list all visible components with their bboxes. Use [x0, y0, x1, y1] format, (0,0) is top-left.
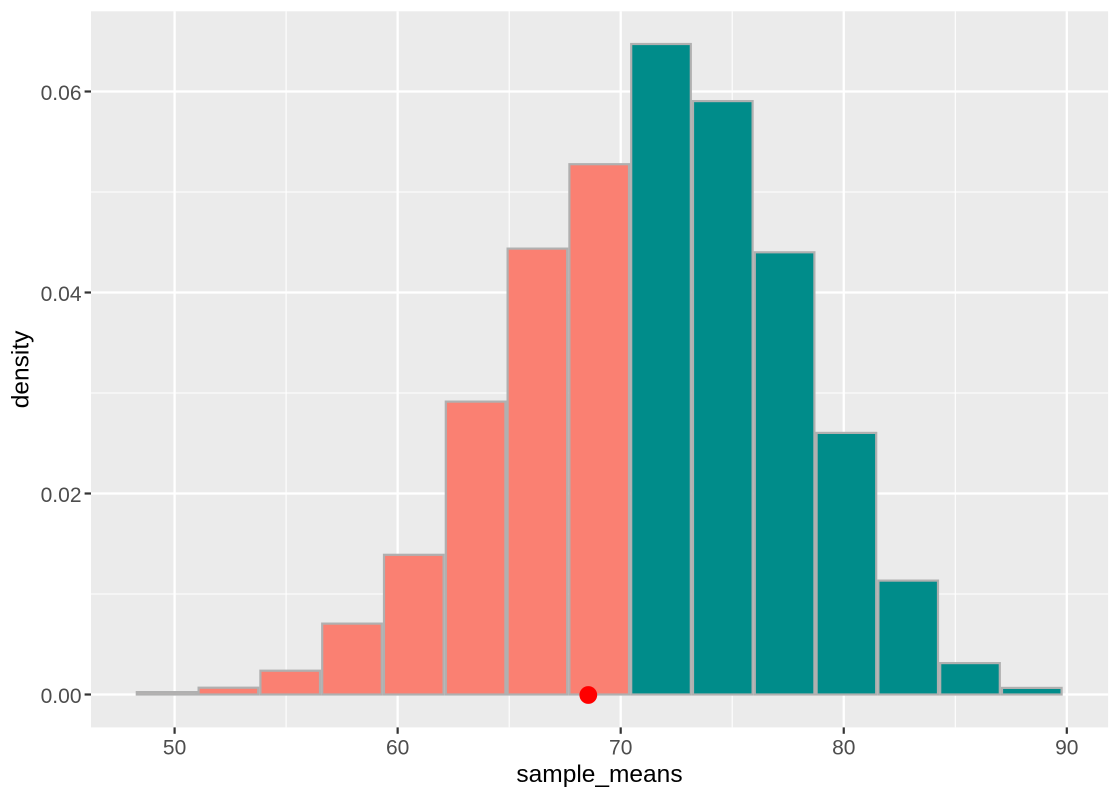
svg-text:0.06: 0.06 [41, 82, 82, 105]
svg-text:density: density [8, 330, 35, 408]
svg-text:60: 60 [386, 737, 409, 760]
svg-text:0.00: 0.00 [41, 685, 82, 708]
svg-text:0.02: 0.02 [41, 484, 82, 507]
svg-text:90: 90 [1055, 737, 1078, 760]
svg-text:70: 70 [609, 737, 632, 760]
svg-text:sample_means: sample_means [516, 761, 682, 788]
svg-text:80: 80 [832, 737, 855, 760]
svg-text:0.04: 0.04 [41, 283, 82, 306]
svg-text:50: 50 [163, 737, 186, 760]
